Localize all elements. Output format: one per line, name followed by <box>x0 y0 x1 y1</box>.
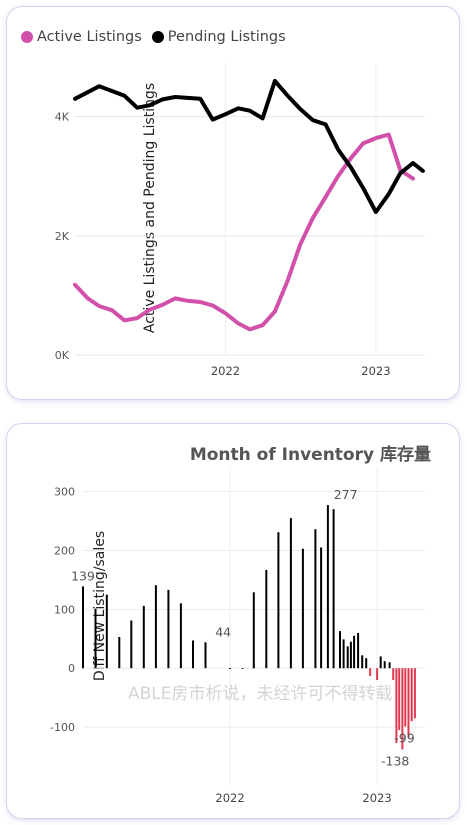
bar <box>342 639 345 669</box>
bar <box>392 668 395 680</box>
bar <box>407 668 410 738</box>
chart-title: Month of Inventory 库存量 <box>189 445 431 465</box>
bar <box>105 594 108 669</box>
bar <box>404 668 407 727</box>
pending-listings-line <box>73 78 425 214</box>
bar <box>320 547 323 669</box>
data-label: 139 <box>71 568 95 583</box>
bar <box>346 646 349 669</box>
bar <box>277 532 280 669</box>
bar <box>94 608 97 669</box>
y-tick-label: 2K <box>55 230 70 243</box>
legend-label-pending: Pending Listings <box>167 29 286 45</box>
bar <box>179 603 182 669</box>
legend-swatch-active-icon <box>21 31 33 43</box>
bar <box>154 585 157 669</box>
listings-line-chart: 0K 2K 4K 2022 2023 <box>55 63 425 378</box>
legend-label-active: Active Listings <box>37 29 142 45</box>
y-tick-label: 100 <box>54 603 75 616</box>
bar <box>361 655 364 669</box>
x-tick-label: 2023 <box>362 791 391 805</box>
bar <box>398 668 401 730</box>
bar <box>142 605 145 669</box>
bar <box>401 668 404 750</box>
bar <box>413 668 416 719</box>
y-tick-label: 4K <box>55 111 70 124</box>
bar <box>130 620 133 669</box>
bar <box>339 631 341 669</box>
bar <box>388 662 391 669</box>
legend-swatch-pending-icon <box>151 31 164 43</box>
bar <box>314 529 317 669</box>
bar <box>379 656 382 669</box>
bar <box>369 668 372 676</box>
bar <box>326 505 329 669</box>
y-tick-label: 300 <box>54 486 75 499</box>
x-tick-label: 2022 <box>211 364 240 378</box>
bar <box>376 668 379 680</box>
chart-legend: Active Listings Pending Listings <box>21 29 296 45</box>
legend-item-active-listings[interactable]: Active Listings <box>21 29 142 45</box>
bar <box>265 569 268 669</box>
month-of-inventory-card: Month of Inventory 库存量 Diff New Listing/… <box>6 423 460 819</box>
bar <box>395 668 398 743</box>
bar <box>357 632 360 669</box>
bar <box>332 509 335 669</box>
bar <box>241 668 244 669</box>
data-label: 277 <box>334 487 358 502</box>
active-listings-line <box>73 132 415 332</box>
bar <box>252 592 255 669</box>
inventory-bar-chart: -100 0 100 200 300 2022 2023 139 44 277 -138 -99 <box>50 468 425 805</box>
bar <box>365 658 368 669</box>
y-tick-label: 0K <box>55 349 70 362</box>
y-tick-label: 200 <box>54 544 75 557</box>
y-tick-label: 0 <box>68 662 75 675</box>
active-pending-listings-card: Active Listings Pending Listings Active … <box>6 6 460 400</box>
watermark-text: ABLE房市析说，未经许可不得转载 <box>128 684 393 704</box>
bar <box>192 640 194 669</box>
legend-item-pending-listings[interactable]: Pending Listings <box>151 29 286 45</box>
bar <box>353 635 356 669</box>
bar <box>82 586 84 669</box>
bar <box>204 642 207 669</box>
data-label: -138 <box>381 753 409 768</box>
x-tick-label: 2023 <box>361 364 390 378</box>
bar <box>289 518 292 669</box>
bar <box>383 661 386 669</box>
bar <box>167 589 170 669</box>
bar <box>301 548 304 669</box>
bar <box>410 668 413 722</box>
bar <box>118 637 121 669</box>
bar <box>349 641 352 669</box>
data-label: -99 <box>394 731 414 746</box>
bar <box>229 668 231 669</box>
data-label: 44 <box>215 624 231 639</box>
x-tick-label: 2022 <box>215 791 244 805</box>
y-tick-label: -100 <box>50 721 75 734</box>
